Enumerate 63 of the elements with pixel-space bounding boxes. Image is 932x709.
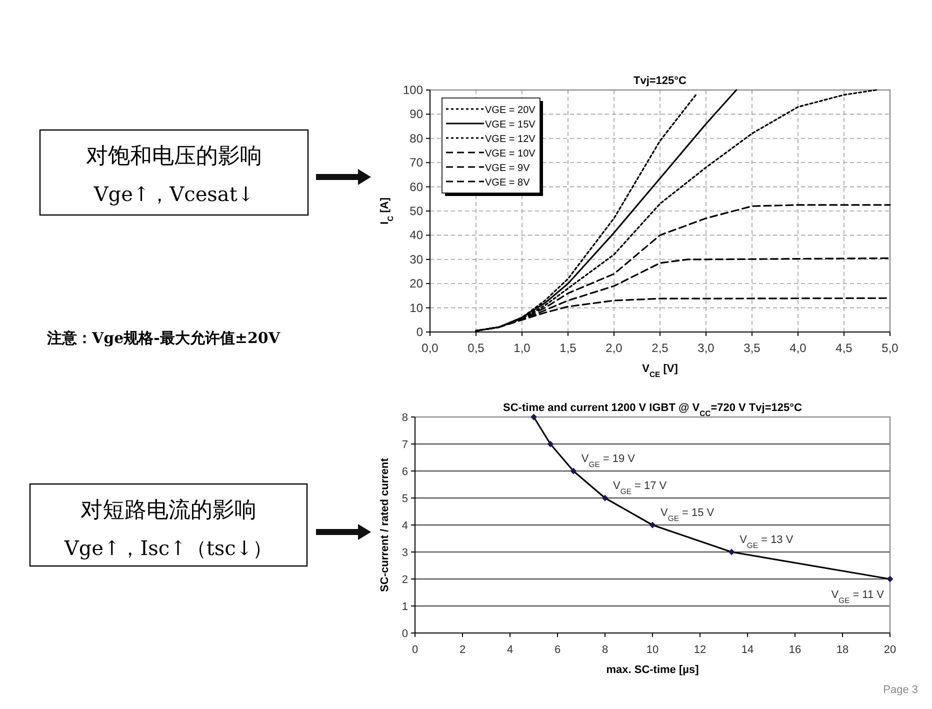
y-axis-title: SC-current / rated current: [379, 458, 391, 592]
x-tick-label: 4: [506, 644, 514, 656]
text: 对短路电流的影响: [80, 498, 256, 523]
annotation: V$_{GE}$ = 11 V: [831, 589, 885, 604]
y-tick-label: 50: [410, 204, 424, 218]
y-tick-label: 20: [410, 276, 424, 291]
x-tick-label: 16: [788, 644, 802, 656]
legend-label: VGE = 10V: [485, 148, 536, 160]
x-tick-label: 5,0: [882, 341, 899, 355]
x-axis-title: max. SC-time [µs]: [606, 664, 700, 676]
y-tick-label: 0: [402, 628, 408, 640]
x-tick-label: 3,0: [698, 341, 715, 355]
x-tick-label: 2,0: [606, 341, 623, 355]
y-tick-label: 70: [410, 156, 424, 170]
x-tick-label: 14: [741, 644, 754, 656]
y-tick-label: 100: [402, 83, 424, 97]
y-tick-label: 10: [410, 300, 424, 315]
legend-label: VGE = 12V: [485, 134, 536, 145]
annotation: V$_{GE}$ = 13 V: [740, 534, 794, 550]
x-tick-label: 8: [602, 644, 608, 656]
y-tick-label: 5: [402, 493, 408, 505]
text: Vge↑，Isc↑（tsc↓）: [63, 536, 273, 560]
legend-label: VGE = 20V: [485, 105, 536, 116]
text: 注意：Vge规格-最大允许值±20V: [46, 329, 280, 347]
annotation: V$_{GE}$ = 15 V: [660, 507, 715, 522]
annotation: V$_{GE}$ = 19 V: [581, 453, 636, 468]
legend-label: VGE = 15V: [485, 120, 536, 130]
annotation: V$_{GE}$ = 17 V: [613, 480, 668, 496]
y-tick-label: 30: [410, 252, 424, 266]
legend-label: VGE = 8V: [485, 178, 530, 188]
text: Page 3: [883, 684, 918, 696]
x-tick-label: 18: [836, 644, 849, 656]
x-tick-label: 1,0: [514, 341, 531, 355]
x-tick-label: 20: [884, 644, 896, 656]
x-tick-label: 2,5: [652, 341, 669, 355]
y-tick-label: 80: [410, 131, 424, 146]
y-tick-label: 3: [402, 547, 408, 559]
y-tick-label: 60: [410, 180, 424, 194]
x-tick-label: 12: [694, 644, 706, 656]
y-tick-label: 2: [402, 574, 408, 586]
x-tick-label: 0,0: [422, 341, 439, 355]
y-tick-label: 4: [402, 520, 408, 532]
chart-title: SC-time and current 1200 V IGBT @ V$_{CC}$=720 V Tvj=125°C: [503, 402, 802, 418]
y-tick-label: 7: [402, 439, 408, 451]
x-tick-label: 1,5: [560, 341, 577, 355]
x-axis-title: V$_{CE}$ [V]: [642, 363, 678, 378]
x-tick-label: 4,5: [836, 341, 853, 355]
y-tick-label: 6: [402, 466, 408, 478]
x-tick-label: 3,5: [744, 341, 761, 355]
legend-label: VGE = 9V: [485, 163, 530, 174]
y-tick-label: 0: [416, 325, 424, 339]
x-tick-label: 6: [554, 644, 561, 656]
y-tick-label: 8: [402, 412, 408, 424]
y-tick-label: 1: [402, 601, 408, 613]
x-tick-label: 4,0: [790, 341, 807, 355]
y-tick-label: 90: [410, 107, 424, 122]
x-tick-label: 0,5: [468, 341, 485, 355]
y-tick-label: 40: [410, 228, 424, 242]
text: 对饱和电压的影响: [86, 144, 262, 169]
x-tick-label: 2: [459, 644, 466, 656]
text: Vge↑，Vcesat↓: [92, 182, 254, 206]
x-tick-label: 10: [646, 644, 659, 656]
chart-title: Tvj=125°C: [633, 75, 687, 87]
